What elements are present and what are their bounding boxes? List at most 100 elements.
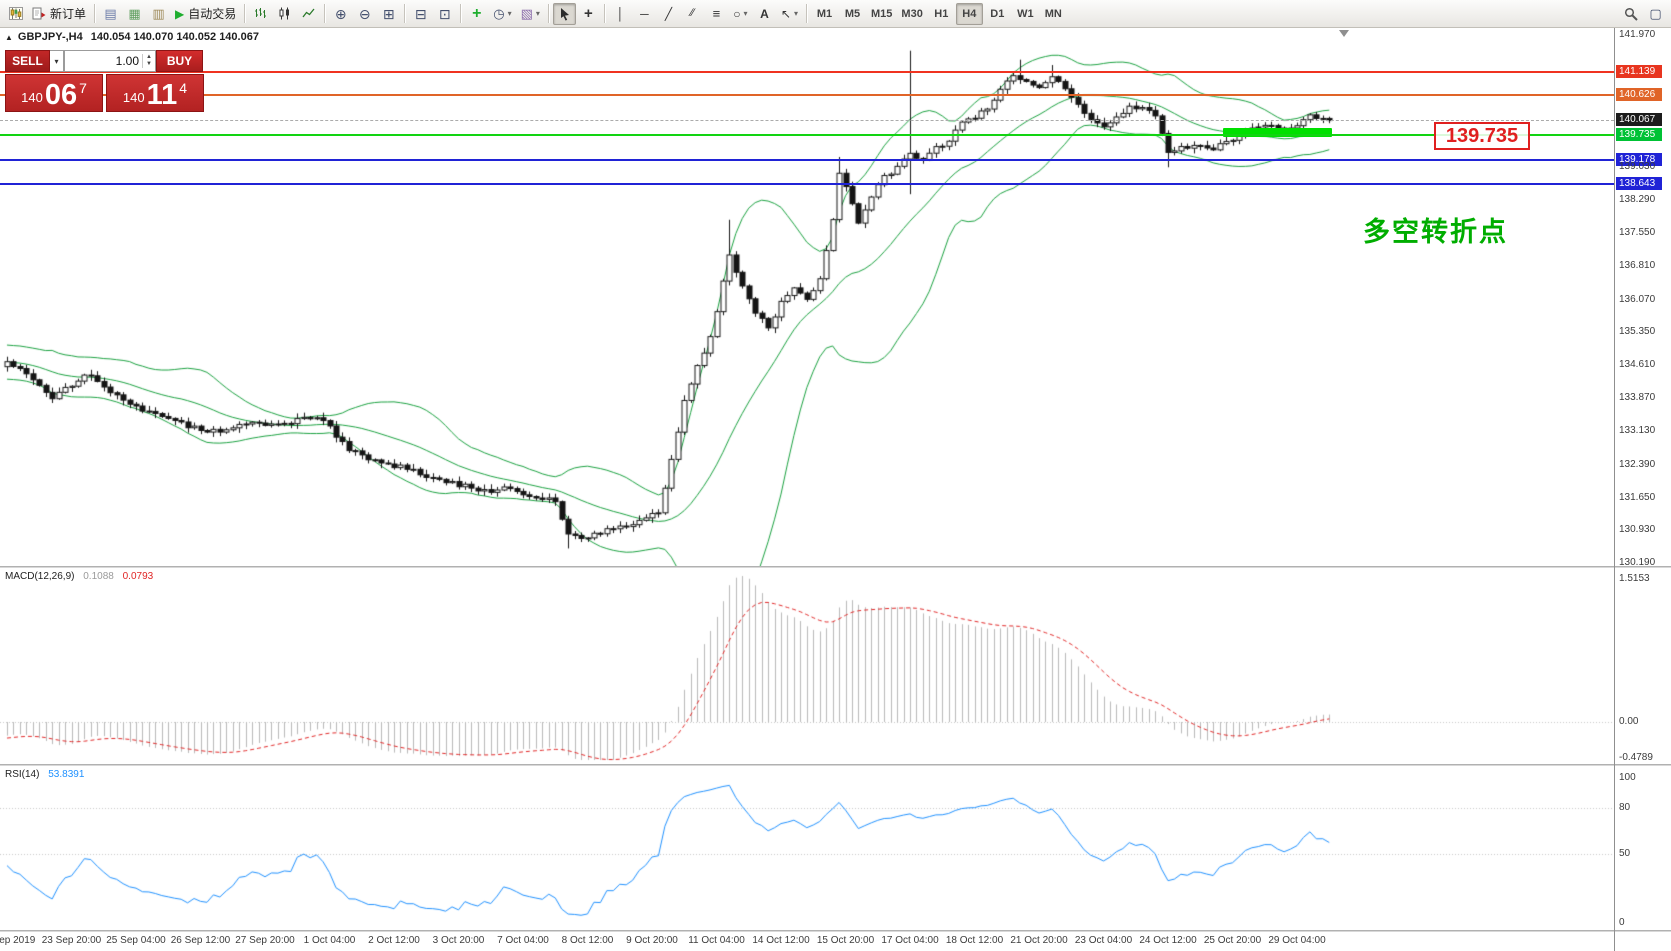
order-icon xyxy=(32,7,46,20)
text-label-button[interactable]: A xyxy=(753,3,776,25)
price-annotation-box[interactable]: 139.735 xyxy=(1434,122,1530,150)
ohlc-values: 140.054 140.070 140.052 140.067 xyxy=(90,31,259,43)
zoom-out-icon: ⊖ xyxy=(358,5,371,22)
clock-icon: ◷ xyxy=(493,6,505,21)
candlestick-chart-button[interactable] xyxy=(273,3,296,25)
timeframe-d1-button[interactable]: D1 xyxy=(990,7,1005,20)
pane-separator[interactable] xyxy=(0,930,1671,932)
pane-separator[interactable] xyxy=(0,764,1671,766)
timeframe-m1-button[interactable]: M1 xyxy=(816,7,833,20)
search-button[interactable] xyxy=(1619,3,1642,25)
tile-windows-button[interactable]: ⊞ xyxy=(377,3,400,25)
bar-chart-button[interactable] xyxy=(249,3,272,25)
cursor-icon xyxy=(558,7,571,21)
buy-price-prefix: 140 xyxy=(122,90,145,105)
timeframe-w1-button[interactable]: W1 xyxy=(1017,7,1034,20)
time-axis[interactable]: 20 Sep 2019 23 Sep 20:00 25 Sep 04:00 26 Se… xyxy=(0,932,1614,951)
periods-button[interactable]: ◷ ▾ xyxy=(489,3,515,25)
chart-shift-button[interactable]: ⊡ xyxy=(433,3,456,25)
dropdown-caret-icon: ▾ xyxy=(743,9,748,18)
new-window-button[interactable]: ▢ xyxy=(1644,3,1667,25)
window-icon: ▢ xyxy=(1649,6,1662,21)
price-axis-label: 141.970 xyxy=(1619,29,1656,40)
sell-price-display[interactable]: 140 06 7 xyxy=(5,74,103,112)
shapes-button[interactable]: ○ ▾ xyxy=(729,3,752,25)
price-pane-canvas[interactable] xyxy=(0,28,1614,566)
sell-button[interactable]: SELL xyxy=(5,50,50,72)
volume-stepper[interactable]: ▲ ▼ xyxy=(142,54,155,68)
price-axis-label: 136.070 xyxy=(1619,293,1656,305)
price-axis-label: 131.650 xyxy=(1619,491,1656,503)
rsi-axis-label: 50 xyxy=(1619,848,1631,859)
macd-axis-label: -0.4789 xyxy=(1619,752,1653,763)
line-icon xyxy=(302,7,315,20)
toolbar-separator xyxy=(404,4,406,23)
price-badge-orange: 140.626 xyxy=(1616,88,1662,102)
indicators-list-button[interactable]: + xyxy=(465,3,488,25)
time-axis-label: 17 Oct 04:00 xyxy=(881,935,939,946)
template-icon: ▧ xyxy=(520,6,533,21)
timeframe-h1-button[interactable]: H1 xyxy=(934,7,949,20)
timeframe-m15-button[interactable]: M15 xyxy=(871,7,893,20)
time-axis-label: 3 Oct 20:00 xyxy=(432,935,485,946)
templates-button[interactable]: ▧ ▾ xyxy=(517,3,544,25)
data-window-button[interactable]: ▥ xyxy=(147,3,170,25)
autotrading-button-label: 自动交易 xyxy=(188,7,237,21)
one-click-trading-panel: SELL ▾ 1.00 ▲ ▼ BUY 140 06 7 140 11 4 xyxy=(5,50,205,112)
buy-price-big: 11 xyxy=(146,79,178,111)
add-indicator-icon: + xyxy=(472,4,482,22)
rsi-axis-label: 80 xyxy=(1619,802,1631,814)
decrement-icon[interactable]: ▼ xyxy=(146,61,152,67)
text-icon: A xyxy=(760,6,769,21)
horizontal-line-button[interactable]: ─ xyxy=(633,3,656,25)
fibonacci-button[interactable]: ≡ xyxy=(705,3,728,25)
price-badge-green: 139.735 xyxy=(1616,128,1662,142)
sell-price-prefix: 140 xyxy=(21,90,43,105)
pane-separator[interactable] xyxy=(0,566,1671,568)
price-badge-red: 141.139 xyxy=(1616,65,1662,79)
symbol-period-label: GBPJPY-,H4 xyxy=(17,31,83,43)
increment-icon[interactable]: ▲ xyxy=(146,54,152,60)
auto-arrange-button[interactable]: ⊟ xyxy=(409,3,432,25)
autotrading-button[interactable]: ▶ 自动交易 xyxy=(171,3,240,25)
market-watch-button[interactable]: ▦ xyxy=(123,3,146,25)
order-type-dropdown[interactable]: ▾ xyxy=(50,50,64,72)
arrow-marker-button[interactable]: ↖ ▾ xyxy=(777,3,802,25)
new-chart-button[interactable] xyxy=(4,3,27,25)
candles2-icon xyxy=(278,7,291,20)
chart-title: ▲ GBPJPY-,H4 140.054 140.070 140.052 140.0… xyxy=(5,31,259,43)
time-axis-label: 9 Oct 20:00 xyxy=(626,935,678,946)
rsi-axis-label: 0 xyxy=(1619,917,1625,928)
volume-input[interactable]: 1.00 ▲ ▼ xyxy=(64,50,156,72)
timeframe-m5-button[interactable]: M5 xyxy=(844,7,861,20)
new-order-button[interactable]: 新订单 xyxy=(28,3,90,25)
crosshair-button[interactable]: + xyxy=(577,3,600,25)
trendline-button[interactable]: ╱ xyxy=(657,3,680,25)
shapes-icon: ○ xyxy=(733,6,741,21)
equidistant-channel-button[interactable]: ∕∕ xyxy=(681,3,704,25)
buy-button[interactable]: BUY xyxy=(156,50,203,72)
collapse-arrow-icon[interactable]: ▲ xyxy=(5,33,13,42)
time-axis-label: 27 Sep 20:00 xyxy=(235,935,295,946)
cursor-button[interactable] xyxy=(552,2,576,25)
line-chart-button[interactable] xyxy=(297,3,320,25)
price-axis-label: 133.130 xyxy=(1619,425,1656,437)
dropdown-caret-icon: ▾ xyxy=(535,9,540,18)
play-icon: ▶ xyxy=(175,6,185,21)
macd-main-value: 0.1088 xyxy=(83,571,114,582)
charts-profile-button[interactable]: ▤ xyxy=(99,3,122,25)
volume-value: 1.00 xyxy=(115,54,139,68)
zoom-in-button[interactable]: ⊕ xyxy=(329,3,352,25)
rsi-pane-canvas[interactable] xyxy=(0,766,1614,930)
vertical-line-button[interactable]: │ xyxy=(609,3,632,25)
sell-price-sup: 7 xyxy=(79,80,87,96)
time-axis-label: 24 Oct 12:00 xyxy=(1139,935,1197,946)
buy-price-display[interactable]: 140 11 4 xyxy=(106,74,204,112)
timeframe-h4-button[interactable]: H4 xyxy=(955,2,983,25)
zoom-out-button[interactable]: ⊖ xyxy=(353,3,376,25)
price-axis[interactable]: 141.970 141.139 140.626 140.067 139.735 139.1… xyxy=(1615,0,1671,951)
turning-point-note[interactable]: 多空转折点 xyxy=(1363,217,1508,247)
timeframe-m30-button[interactable]: M30 xyxy=(901,7,923,20)
timeframe-mn-button[interactable]: MN xyxy=(1044,7,1062,20)
macd-pane-canvas[interactable] xyxy=(0,568,1614,764)
